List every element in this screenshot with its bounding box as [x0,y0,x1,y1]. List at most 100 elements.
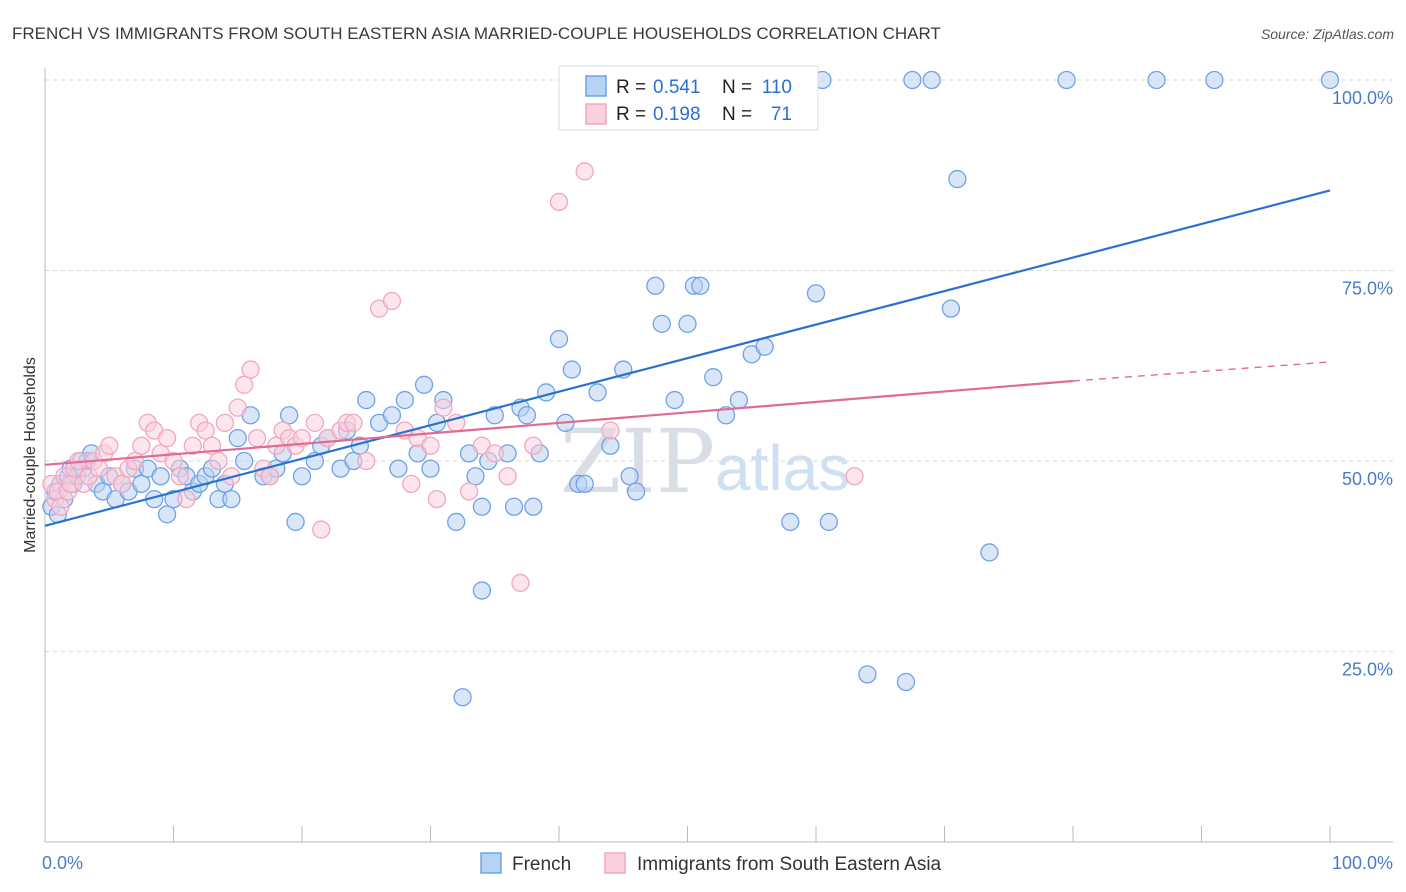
legend-r-label-sea: R = [616,104,646,125]
point-series1-69 [601,421,620,440]
point-series1-51 [357,451,376,471]
point-series0-108 [903,70,922,90]
point-series1-39 [260,467,280,486]
chart-title: FRENCH VS IMMIGRANTS FROM SOUTH EASTERN … [12,24,941,43]
point-series0-101 [922,70,941,90]
point-series1-19 [132,436,151,455]
point-series1-23 [157,428,177,448]
point-series0-80 [588,383,607,402]
point-series1-34 [228,398,247,417]
point-series1-53 [382,291,402,311]
point-series1-58 [427,489,447,509]
x-tick-label-max: 100.0% [1332,853,1393,873]
point-series0-83 [620,467,639,486]
point-series0-100 [896,672,916,692]
point-series0-111 [1205,70,1224,90]
legend-swatch-french [585,75,607,97]
point-series0-99 [858,665,877,684]
point-series0-64 [466,467,485,486]
trend-line-series1 [44,379,1074,466]
point-series0-103 [948,169,967,189]
point-series0-91 [704,368,723,387]
point-series1-45 [305,413,325,433]
point-series1-44 [292,428,312,448]
point-series0-55 [389,459,408,478]
point-series0-87 [665,390,684,410]
trend-lines [44,189,1331,527]
bottom-legend-swatch-sea [604,852,626,874]
point-series1-32 [215,413,235,433]
point-series1-61 [459,482,479,501]
bottom-legend-french: French [512,854,571,875]
point-series1-24 [164,451,183,471]
trend-line-extension-series1 [1072,361,1331,382]
point-series0-52 [357,390,376,410]
legend-box: R = 0.541 N = 110 R = 0.198 N = 71 [558,65,819,131]
point-series0-36 [235,451,254,471]
point-series0-56 [395,390,414,410]
point-series0-43 [286,512,305,532]
point-series1-59 [434,398,453,417]
point-series0-92 [716,406,736,425]
bottom-legend-sea: Immigrants from South Eastern Asia [637,854,942,875]
point-series0-24 [157,505,177,524]
point-series1-35 [235,375,254,394]
watermark-atlas: atlas [715,432,850,504]
point-series0-79 [575,474,594,494]
point-series0-54 [382,406,402,425]
point-series0-23 [151,467,170,486]
y-tick-label-0: 25.0% [1342,660,1393,680]
scatter-points [42,70,1340,707]
point-series0-106 [453,688,472,707]
y-tick-labels: 25.0% 50.0% 75.0% 100.0% [1332,88,1393,680]
point-series0-65 [472,497,492,516]
point-series0-42 [279,406,299,425]
point-series0-98 [819,512,838,532]
x-tick-label-min: 0.0% [42,853,83,873]
point-series0-96 [781,512,800,532]
point-series1-55 [402,474,421,494]
bottom-legend-swatch-french [480,852,502,874]
point-series1-12 [89,459,109,478]
point-series1-46 [312,520,331,539]
point-series0-34 [222,489,241,509]
point-series1-66 [524,436,543,455]
point-series1-31 [209,451,228,471]
point-series0-69 [504,497,524,516]
point-series0-86 [652,314,671,333]
point-series0-90 [691,276,710,295]
y-axis-label: Married-couple Households [22,357,39,553]
point-series0-102 [941,299,961,318]
legend-r-french: 0.541 [653,77,701,98]
point-series0-67 [485,406,504,425]
point-series1-26 [177,489,196,509]
point-series1-16 [112,474,132,494]
point-series1-36 [241,360,260,379]
point-series0-35 [228,428,247,448]
point-series1-57 [421,436,440,455]
point-series1-29 [196,421,215,440]
legend-n-label-french: N = [722,77,752,98]
point-series0-84 [626,482,646,501]
point-series0-85 [646,276,665,295]
bottom-legend: French Immigrants from South Eastern Asi… [480,852,942,875]
point-series0-105 [472,581,492,600]
point-series1-70 [845,467,864,486]
legend-n-label-sea: N = [722,104,752,125]
point-series1-68 [575,162,594,181]
point-series1-50 [344,413,363,433]
point-series1-37 [247,428,267,448]
legend-n-sea: 71 [771,104,792,125]
point-series0-109 [1057,70,1076,90]
point-series0-88 [678,314,697,333]
point-series0-20 [132,474,151,494]
point-series0-81 [601,436,620,455]
point-series0-97 [806,284,826,303]
point-series0-104 [980,543,999,562]
point-series0-93 [729,390,749,410]
point-series0-75 [549,329,569,349]
point-series0-59 [421,459,440,478]
legend-n-french: 110 [762,77,792,98]
y-tick-label-1: 50.0% [1342,469,1393,489]
